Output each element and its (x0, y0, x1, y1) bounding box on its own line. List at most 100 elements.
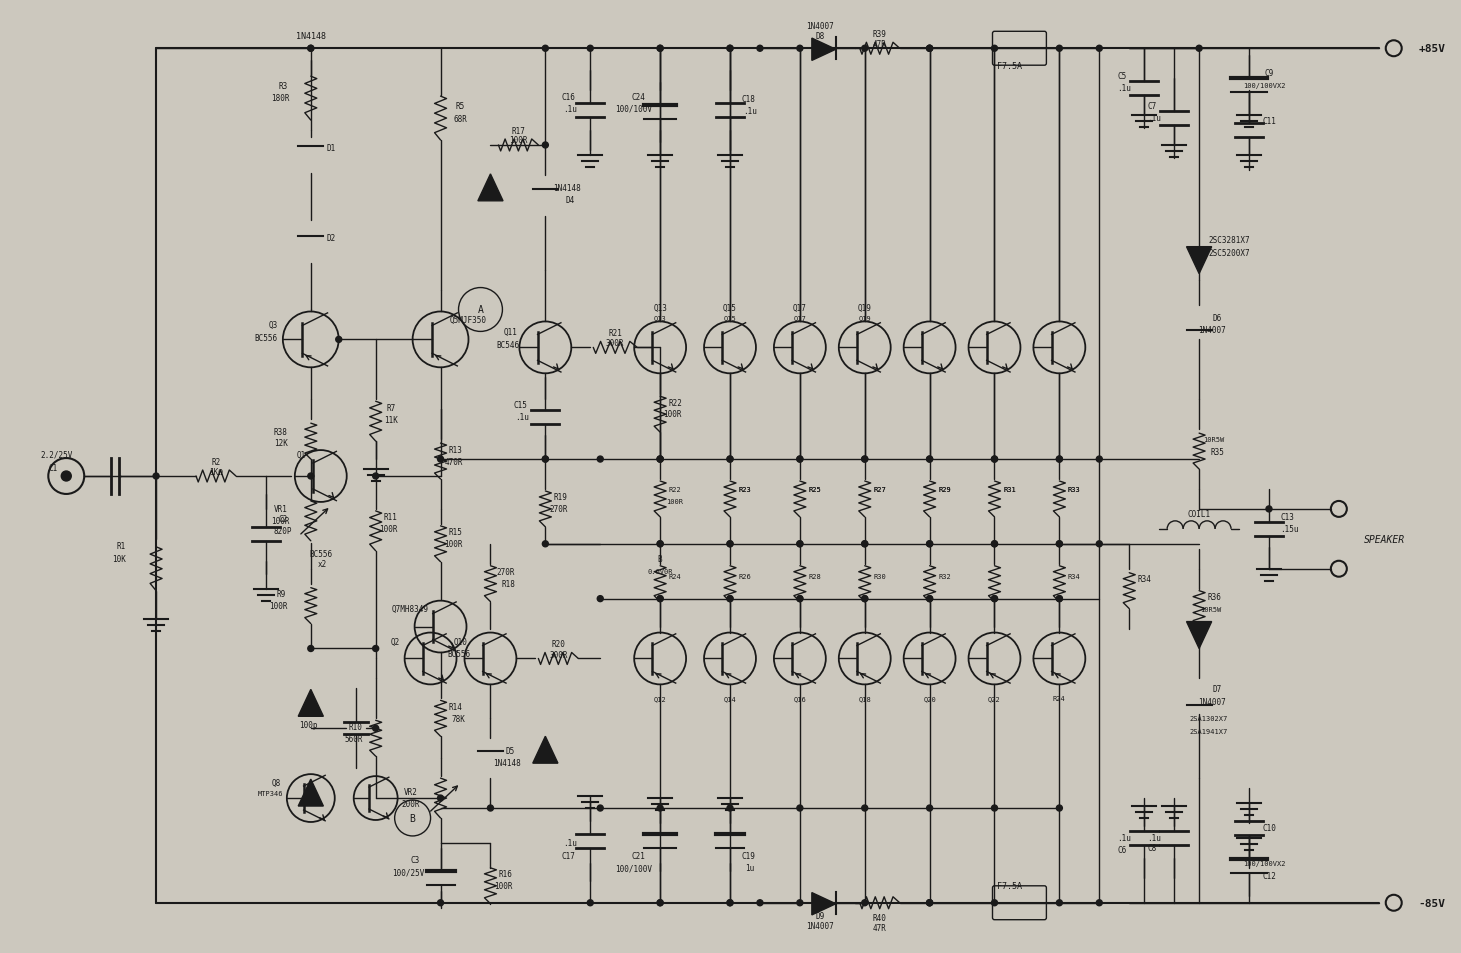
Text: Q11: Q11 (504, 328, 517, 336)
Text: Q16: Q16 (793, 696, 806, 701)
Circle shape (862, 596, 868, 602)
Text: C5: C5 (1118, 71, 1126, 81)
Circle shape (728, 46, 733, 52)
Text: R31: R31 (1004, 486, 1015, 493)
Text: R20: R20 (551, 639, 565, 648)
Circle shape (757, 900, 763, 905)
Text: 1N4007: 1N4007 (1198, 697, 1226, 706)
Circle shape (926, 456, 932, 462)
Text: BC546: BC546 (497, 340, 520, 350)
Circle shape (728, 900, 733, 905)
Circle shape (657, 900, 663, 905)
Text: D5: D5 (506, 746, 516, 755)
Text: B: B (657, 555, 662, 563)
Text: Q3: Q3 (269, 320, 278, 330)
Circle shape (796, 900, 804, 905)
Text: 300R: 300R (606, 338, 624, 348)
Text: R35: R35 (1210, 447, 1224, 456)
Text: R11: R11 (384, 513, 397, 522)
Text: C2: C2 (278, 515, 288, 524)
Circle shape (657, 456, 663, 462)
Text: Q22: Q22 (988, 696, 1001, 701)
Text: 68R: 68R (453, 114, 468, 124)
Circle shape (926, 541, 932, 547)
Text: 100R: 100R (444, 539, 463, 549)
Circle shape (1056, 46, 1062, 52)
Circle shape (336, 337, 342, 343)
Text: R16: R16 (498, 869, 513, 879)
Text: 10K: 10K (112, 555, 126, 563)
Text: Q15: Q15 (723, 304, 736, 313)
Circle shape (542, 541, 548, 547)
Circle shape (992, 596, 998, 602)
Text: 100R: 100R (508, 136, 527, 145)
Text: R28: R28 (808, 573, 821, 579)
Text: 1N4148: 1N4148 (295, 31, 326, 41)
Text: 1u: 1u (745, 863, 754, 872)
Circle shape (926, 456, 932, 462)
Text: 10R5W: 10R5W (1204, 436, 1224, 442)
Text: R36: R36 (1207, 593, 1221, 601)
Text: Q20: Q20 (923, 696, 937, 701)
Text: R26: R26 (739, 573, 751, 579)
Circle shape (926, 46, 932, 52)
Text: x2: x2 (318, 559, 327, 569)
Text: R15: R15 (449, 528, 463, 537)
Text: 0.6V0R: 0.6V0R (647, 568, 674, 574)
Circle shape (862, 541, 868, 547)
Text: Q7MH8349: Q7MH8349 (392, 604, 430, 614)
Text: C12: C12 (1262, 871, 1275, 881)
Circle shape (796, 805, 804, 811)
Text: Q13: Q13 (653, 315, 666, 321)
Text: Q13: Q13 (653, 304, 668, 313)
Text: 2SC3281X7: 2SC3281X7 (1208, 236, 1249, 245)
Circle shape (587, 900, 593, 905)
Text: 47R: 47R (872, 923, 887, 932)
Text: D4: D4 (565, 196, 576, 205)
Text: .15u: .15u (1280, 525, 1299, 534)
Text: Q17: Q17 (793, 304, 806, 313)
Circle shape (61, 472, 72, 481)
Text: 1N4007: 1N4007 (806, 22, 834, 30)
Text: Q2: Q2 (392, 638, 400, 646)
Circle shape (992, 805, 998, 811)
Text: R13: R13 (449, 445, 463, 454)
Text: 100p: 100p (300, 720, 318, 729)
Text: C17: C17 (561, 851, 576, 861)
Circle shape (1056, 596, 1062, 602)
Circle shape (992, 596, 998, 602)
Text: C9: C9 (1264, 69, 1274, 77)
Circle shape (728, 456, 733, 462)
Text: 2SC5200X7: 2SC5200X7 (1208, 249, 1249, 258)
Text: R39: R39 (872, 30, 887, 39)
Polygon shape (533, 737, 558, 763)
Text: 560R: 560R (345, 734, 362, 743)
Text: 180R: 180R (272, 93, 291, 103)
Text: Q5MJF350: Q5MJF350 (450, 315, 487, 325)
Text: R7: R7 (386, 403, 396, 413)
Circle shape (757, 46, 763, 52)
Circle shape (1056, 541, 1062, 547)
Circle shape (373, 474, 378, 479)
Text: 100R: 100R (272, 517, 291, 526)
Circle shape (1096, 541, 1102, 547)
Text: .1u: .1u (516, 413, 529, 421)
Text: Q1: Q1 (297, 450, 305, 459)
Text: .1u: .1u (564, 105, 577, 113)
Text: COIL1: COIL1 (1188, 510, 1211, 518)
Circle shape (488, 805, 494, 811)
Circle shape (153, 474, 159, 479)
Text: C3: C3 (411, 856, 421, 864)
Circle shape (926, 805, 932, 811)
Text: 100/25V: 100/25V (393, 867, 425, 877)
Circle shape (862, 46, 868, 52)
Circle shape (437, 795, 444, 801)
Text: R2: R2 (212, 457, 221, 466)
Text: R31: R31 (1004, 486, 1015, 493)
Text: C10: C10 (1262, 823, 1275, 833)
Text: R40: R40 (872, 913, 887, 923)
Text: 78K: 78K (451, 714, 466, 723)
Text: 47R: 47R (872, 40, 887, 49)
Text: MTP346: MTP346 (259, 790, 283, 797)
Text: 1KΩ: 1KΩ (209, 467, 224, 476)
